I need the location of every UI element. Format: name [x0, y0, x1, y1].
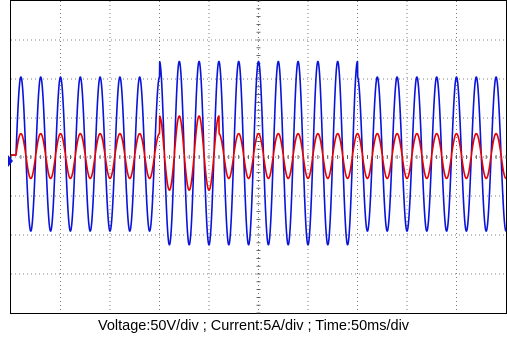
- chart-caption: Voltage:50V/div ; Current:5A/div ; Time:…: [97, 318, 410, 334]
- traces: [10, 60, 507, 246]
- oscilloscope-screen: [8, 0, 507, 314]
- current-trace: [10, 115, 507, 191]
- trigger-marker: [8, 155, 13, 167]
- voltage-trace: [10, 60, 507, 246]
